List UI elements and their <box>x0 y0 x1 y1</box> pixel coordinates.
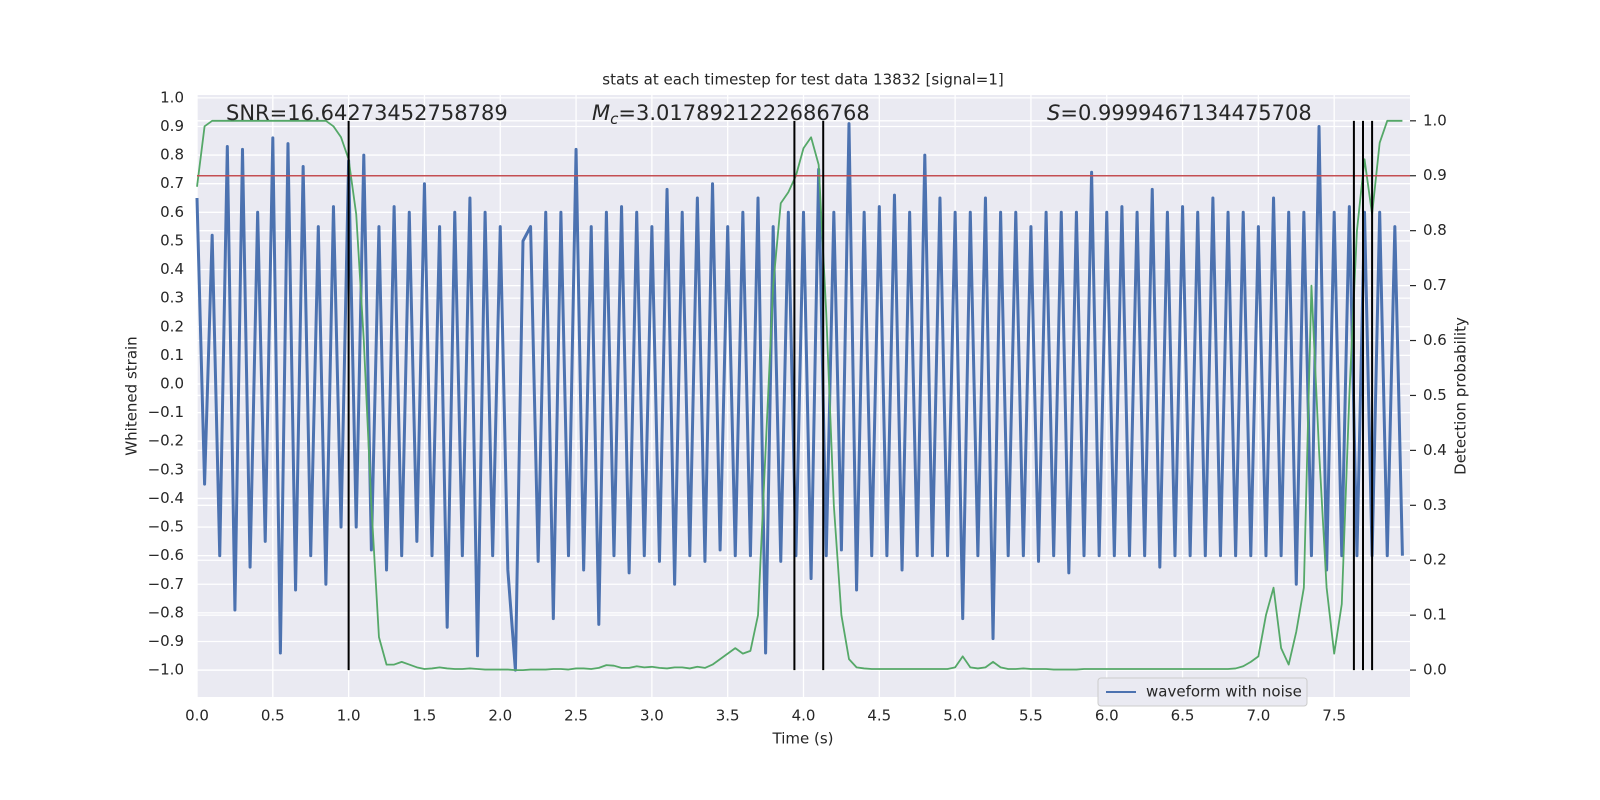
x-tick-label: 7.0 <box>1246 707 1270 725</box>
y-tick-label: 0.7 <box>160 174 184 192</box>
y-tick-label: 0.3 <box>160 289 184 307</box>
y2-tick-label: 0.4 <box>1423 441 1447 459</box>
legend-label: waveform with noise <box>1146 683 1302 701</box>
y-tick-label: −0.5 <box>148 518 184 536</box>
x-tick-label: 2.0 <box>488 707 512 725</box>
x-tick-label: 5.5 <box>1019 707 1043 725</box>
annotation-subscript: c <box>610 110 619 128</box>
y-tick-label: 0.8 <box>160 146 184 164</box>
y2-tick-label: 0.7 <box>1423 276 1447 294</box>
x-tick-label: 0.5 <box>261 707 285 725</box>
y-tick-label: −0.4 <box>148 489 184 507</box>
annotation-symbol: S <box>1047 101 1060 125</box>
legend-box <box>1097 677 1308 707</box>
y-tick-label: −0.6 <box>148 546 184 564</box>
y-tick-label: 0.1 <box>160 346 184 364</box>
y-tick-label: 0.5 <box>160 231 184 249</box>
x-tick-label: 1.0 <box>337 707 361 725</box>
y-tick-label: 0.6 <box>160 203 184 221</box>
y2-tick-label: 0.9 <box>1423 166 1447 184</box>
x-tick-label: 3.0 <box>640 707 664 725</box>
annotation-symbol: M <box>592 101 610 125</box>
y-tick-label: −0.2 <box>148 432 184 450</box>
y-tick-label: 0.9 <box>160 117 184 135</box>
y-tick-label: 0.4 <box>160 260 184 278</box>
y-tick-label: −0.1 <box>148 403 184 421</box>
x-tick-label: 0.0 <box>185 707 209 725</box>
chart-title: stats at each timestep for test data 138… <box>602 71 1003 89</box>
probability-line <box>196 119 1403 671</box>
y-axis-label: Whitened strain <box>123 336 141 455</box>
waveform-line <box>195 122 1404 672</box>
legend: waveform with noise <box>1097 677 1308 707</box>
y-tick-label: 0.0 <box>160 374 184 392</box>
labels: 0.0 0.5 1.0 1.5 2.0 2.5 3.0 3.5 4.0 4.5 5.0 5.5 6.0 6… <box>148 88 1447 724</box>
marks <box>195 119 1410 672</box>
x-tick-label: 7.5 <box>1322 707 1346 725</box>
annotation-text: =0.9999467134475708 <box>1060 101 1311 125</box>
y-tick-label: −0.7 <box>148 575 184 593</box>
x-tick-label: 2.5 <box>564 707 588 725</box>
annotation: SNR=16.64273452758789 <box>226 101 508 125</box>
y2-tick-label: 0.6 <box>1423 331 1447 349</box>
x-tick-label: 1.5 <box>413 707 437 725</box>
y-tick-label: 1.0 <box>160 88 184 106</box>
y2-tick-label: 0.5 <box>1423 386 1447 404</box>
x-tick-label: 4.5 <box>867 707 891 725</box>
x-axis-label: Time (s) <box>772 730 834 748</box>
y2-tick-label: 0.3 <box>1423 496 1447 514</box>
y2-tick-label: 0.0 <box>1423 661 1447 679</box>
y-tick-label: −0.8 <box>148 603 184 621</box>
y-tick-label: −1.0 <box>148 661 184 679</box>
y-tick-label: −0.3 <box>148 460 184 478</box>
y2-tick-label: 0.2 <box>1423 551 1447 569</box>
y2-tick-label: 0.1 <box>1423 606 1447 624</box>
annotation-text: =3.0178921222686768 <box>618 101 869 125</box>
x-tick-label: 3.5 <box>716 707 740 725</box>
annotation: S=0.9999467134475708 <box>1047 101 1312 125</box>
x-tick-label: 5.0 <box>943 707 967 725</box>
x-tick-label: 4.0 <box>792 707 816 725</box>
x-tick-label: 6.0 <box>1095 707 1119 725</box>
y2-axis-label: Detection probability <box>1452 317 1470 475</box>
y-tick-label: −0.9 <box>148 632 184 650</box>
y2-tick-label: 1.0 <box>1423 111 1447 129</box>
annotation-text: SNR=16.64273452758789 <box>226 101 508 125</box>
x-tick-label: 6.5 <box>1171 707 1195 725</box>
y-tick-label: 0.2 <box>160 317 184 335</box>
y2-tick-label: 0.8 <box>1423 221 1447 239</box>
annotation: Mc=3.0178921222686768 <box>592 101 870 128</box>
